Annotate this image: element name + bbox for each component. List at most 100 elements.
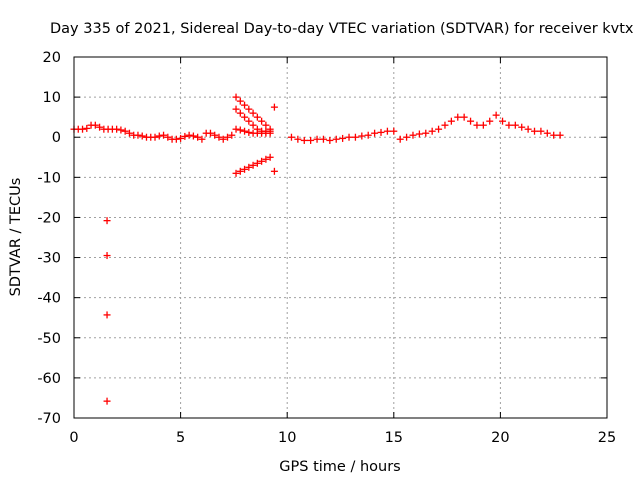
data-point <box>155 132 163 140</box>
data-point <box>345 133 353 141</box>
data-point <box>383 127 391 135</box>
data-point <box>96 123 104 131</box>
data-point <box>253 113 261 121</box>
x-tick-label: 10 <box>278 430 296 446</box>
data-point <box>232 125 240 133</box>
data-point <box>409 131 417 139</box>
data-point <box>319 135 327 143</box>
data-point <box>224 133 232 141</box>
data-point <box>103 397 111 405</box>
data-point <box>258 117 266 125</box>
data-point <box>262 121 270 129</box>
data-point <box>103 311 111 319</box>
data-point <box>185 131 193 139</box>
data-point <box>428 127 436 135</box>
data-point <box>454 113 462 121</box>
data-point <box>332 135 340 143</box>
y-tick-label: -20 <box>37 210 61 226</box>
data-point <box>358 132 366 140</box>
data-point <box>241 113 249 121</box>
data-point <box>505 121 513 129</box>
data-point <box>160 131 168 139</box>
data-point <box>537 127 545 135</box>
data-point <box>258 157 266 165</box>
data-point <box>249 121 257 129</box>
data-point <box>172 135 180 143</box>
data-point <box>511 121 519 129</box>
data-point <box>518 123 526 131</box>
data-point <box>249 109 257 117</box>
data-point <box>236 126 244 134</box>
y-tick-label: 0 <box>52 130 61 146</box>
data-point <box>138 132 146 140</box>
data-point <box>134 131 142 139</box>
data-point <box>83 124 91 132</box>
x-axis-label: GPS time / hours <box>279 459 400 475</box>
data-point <box>266 153 274 161</box>
data-point <box>287 133 295 141</box>
y-tick-label: -10 <box>37 170 61 186</box>
data-point <box>364 131 372 139</box>
data-point <box>377 128 385 136</box>
data-point <box>543 129 551 137</box>
data-point <box>270 103 278 111</box>
data-point <box>121 127 129 135</box>
data-point <box>294 135 302 143</box>
y-tick-label: -60 <box>37 371 61 387</box>
data-point <box>215 133 223 141</box>
data-point <box>524 125 532 133</box>
data-point <box>441 121 449 129</box>
data-point <box>479 121 487 129</box>
data-point <box>245 128 253 136</box>
data-point <box>117 126 125 134</box>
plot-frame <box>73 56 608 419</box>
data-point <box>390 127 398 135</box>
x-tick-labels: 0 5 10 15 20 25 <box>69 430 616 446</box>
data-point <box>241 127 249 135</box>
data-point <box>403 133 411 141</box>
chart-title: Day 335 of 2021, Sidereal Day-to-day VTE… <box>50 21 634 37</box>
grid-lines <box>74 57 607 418</box>
data-point <box>531 127 539 135</box>
data-point <box>396 135 404 143</box>
data-point <box>103 217 111 225</box>
data-point <box>550 131 558 139</box>
data-point <box>232 169 240 177</box>
data-point <box>79 125 87 133</box>
y-tick-label: -40 <box>37 291 61 307</box>
data-point <box>241 101 249 109</box>
data-point <box>91 121 99 129</box>
data-point <box>270 167 278 175</box>
data-point <box>232 93 240 101</box>
data-point <box>236 109 244 117</box>
data-point <box>194 133 202 141</box>
data-point <box>313 135 321 143</box>
y-tick-label: -50 <box>37 331 61 347</box>
data-point <box>236 167 244 175</box>
data-point <box>245 117 253 125</box>
data-point <box>492 111 500 119</box>
data-point <box>422 129 430 137</box>
y-tick-label: -70 <box>37 411 61 427</box>
data-point <box>351 133 359 141</box>
data-point <box>103 252 111 260</box>
x-tick-label: 25 <box>598 430 616 446</box>
data-point <box>339 134 347 142</box>
data-point <box>181 132 189 140</box>
data-point <box>326 136 334 144</box>
data-point <box>177 134 185 142</box>
data-point <box>556 131 564 139</box>
data-point <box>228 131 236 139</box>
y-tick-label: 20 <box>43 50 61 66</box>
data-point <box>460 113 468 121</box>
y-axis-label: SDTVAR / TECUs <box>8 178 24 297</box>
data-point <box>447 117 455 125</box>
data-point <box>125 129 133 137</box>
data-points <box>70 93 564 405</box>
data-point <box>307 136 315 144</box>
data-point <box>245 163 253 171</box>
data-point <box>198 135 206 143</box>
data-point <box>245 105 253 113</box>
